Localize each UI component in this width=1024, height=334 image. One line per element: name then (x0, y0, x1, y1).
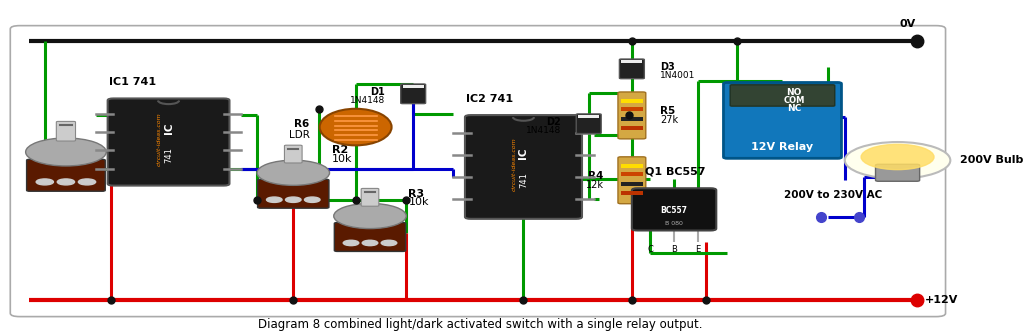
Bar (621, 182, 643, 186)
FancyBboxPatch shape (285, 145, 302, 163)
FancyBboxPatch shape (617, 92, 646, 139)
FancyBboxPatch shape (876, 164, 920, 181)
Text: 1N4148: 1N4148 (350, 96, 385, 105)
Circle shape (257, 160, 330, 185)
Text: 741: 741 (519, 172, 528, 188)
Text: 10k: 10k (332, 154, 352, 164)
Text: R6: R6 (294, 119, 309, 129)
FancyBboxPatch shape (465, 115, 582, 219)
Text: 10k: 10k (110, 140, 130, 150)
Text: 200V to 230V AC: 200V to 230V AC (784, 190, 883, 200)
FancyBboxPatch shape (258, 179, 329, 208)
FancyBboxPatch shape (10, 26, 945, 317)
FancyBboxPatch shape (334, 222, 406, 252)
Text: Q1 BC557: Q1 BC557 (645, 167, 706, 177)
Text: 1N4148: 1N4148 (525, 126, 561, 135)
FancyBboxPatch shape (724, 82, 842, 158)
Ellipse shape (319, 109, 391, 145)
Text: C: C (647, 245, 653, 254)
Text: E: E (695, 245, 700, 254)
Text: 27k: 27k (660, 116, 678, 125)
Circle shape (36, 179, 53, 185)
Text: NO: NO (786, 88, 802, 97)
Text: IC: IC (164, 123, 173, 135)
Bar (621, 172, 643, 176)
Text: circuit-ideas.com: circuit-ideas.com (511, 137, 516, 190)
Text: R4: R4 (588, 171, 603, 181)
FancyBboxPatch shape (620, 59, 644, 79)
FancyBboxPatch shape (632, 188, 716, 230)
Text: R5: R5 (660, 107, 676, 117)
Bar (402, 85, 424, 88)
Circle shape (57, 179, 75, 185)
Bar (579, 115, 599, 118)
Bar (621, 164, 643, 168)
Bar (621, 126, 643, 130)
Text: 200V Bulb: 200V Bulb (959, 155, 1023, 165)
Text: B 080: B 080 (666, 221, 683, 226)
Text: +12V: +12V (925, 295, 957, 305)
FancyBboxPatch shape (361, 188, 379, 206)
Text: D1: D1 (371, 87, 385, 97)
FancyBboxPatch shape (730, 85, 835, 106)
Circle shape (861, 144, 934, 170)
Circle shape (26, 138, 106, 166)
Text: circuit-ideas.com: circuit-ideas.com (157, 112, 162, 166)
Text: R1: R1 (110, 132, 125, 142)
Text: BC557: BC557 (660, 206, 687, 215)
FancyBboxPatch shape (400, 84, 426, 104)
FancyBboxPatch shape (27, 159, 105, 191)
Text: R3: R3 (409, 189, 425, 199)
FancyBboxPatch shape (617, 157, 646, 204)
Bar (621, 107, 643, 111)
Text: IC1 741: IC1 741 (109, 77, 156, 87)
Text: 741: 741 (164, 147, 173, 163)
Text: Diagram 8 combined light/dark activated switch with a single relay output.: Diagram 8 combined light/dark activated … (258, 318, 702, 331)
Circle shape (381, 240, 396, 245)
Circle shape (343, 240, 358, 245)
Text: 1N4001: 1N4001 (659, 71, 695, 80)
Circle shape (266, 197, 282, 202)
Bar (621, 117, 643, 121)
Text: B: B (671, 245, 677, 254)
Circle shape (79, 179, 95, 185)
Circle shape (334, 203, 407, 228)
Circle shape (362, 240, 378, 245)
Text: 12k: 12k (586, 180, 603, 190)
FancyBboxPatch shape (56, 121, 76, 141)
Circle shape (286, 197, 301, 202)
Bar (621, 99, 643, 103)
Text: 12V Relay: 12V Relay (752, 142, 813, 152)
Text: D2: D2 (546, 117, 561, 127)
Circle shape (845, 142, 950, 179)
Text: NC: NC (786, 104, 801, 113)
Text: R2: R2 (332, 145, 348, 155)
Bar (621, 191, 643, 195)
Text: IC: IC (518, 148, 528, 159)
Text: COM: COM (783, 96, 805, 105)
FancyBboxPatch shape (108, 99, 229, 186)
Text: 10k: 10k (409, 197, 429, 207)
Text: 0V: 0V (899, 19, 915, 29)
FancyBboxPatch shape (577, 114, 601, 134)
Text: LDR: LDR (289, 130, 309, 140)
Text: D3: D3 (659, 62, 675, 72)
Bar (622, 60, 642, 63)
Circle shape (304, 197, 321, 202)
Text: IC2 741: IC2 741 (466, 94, 513, 104)
